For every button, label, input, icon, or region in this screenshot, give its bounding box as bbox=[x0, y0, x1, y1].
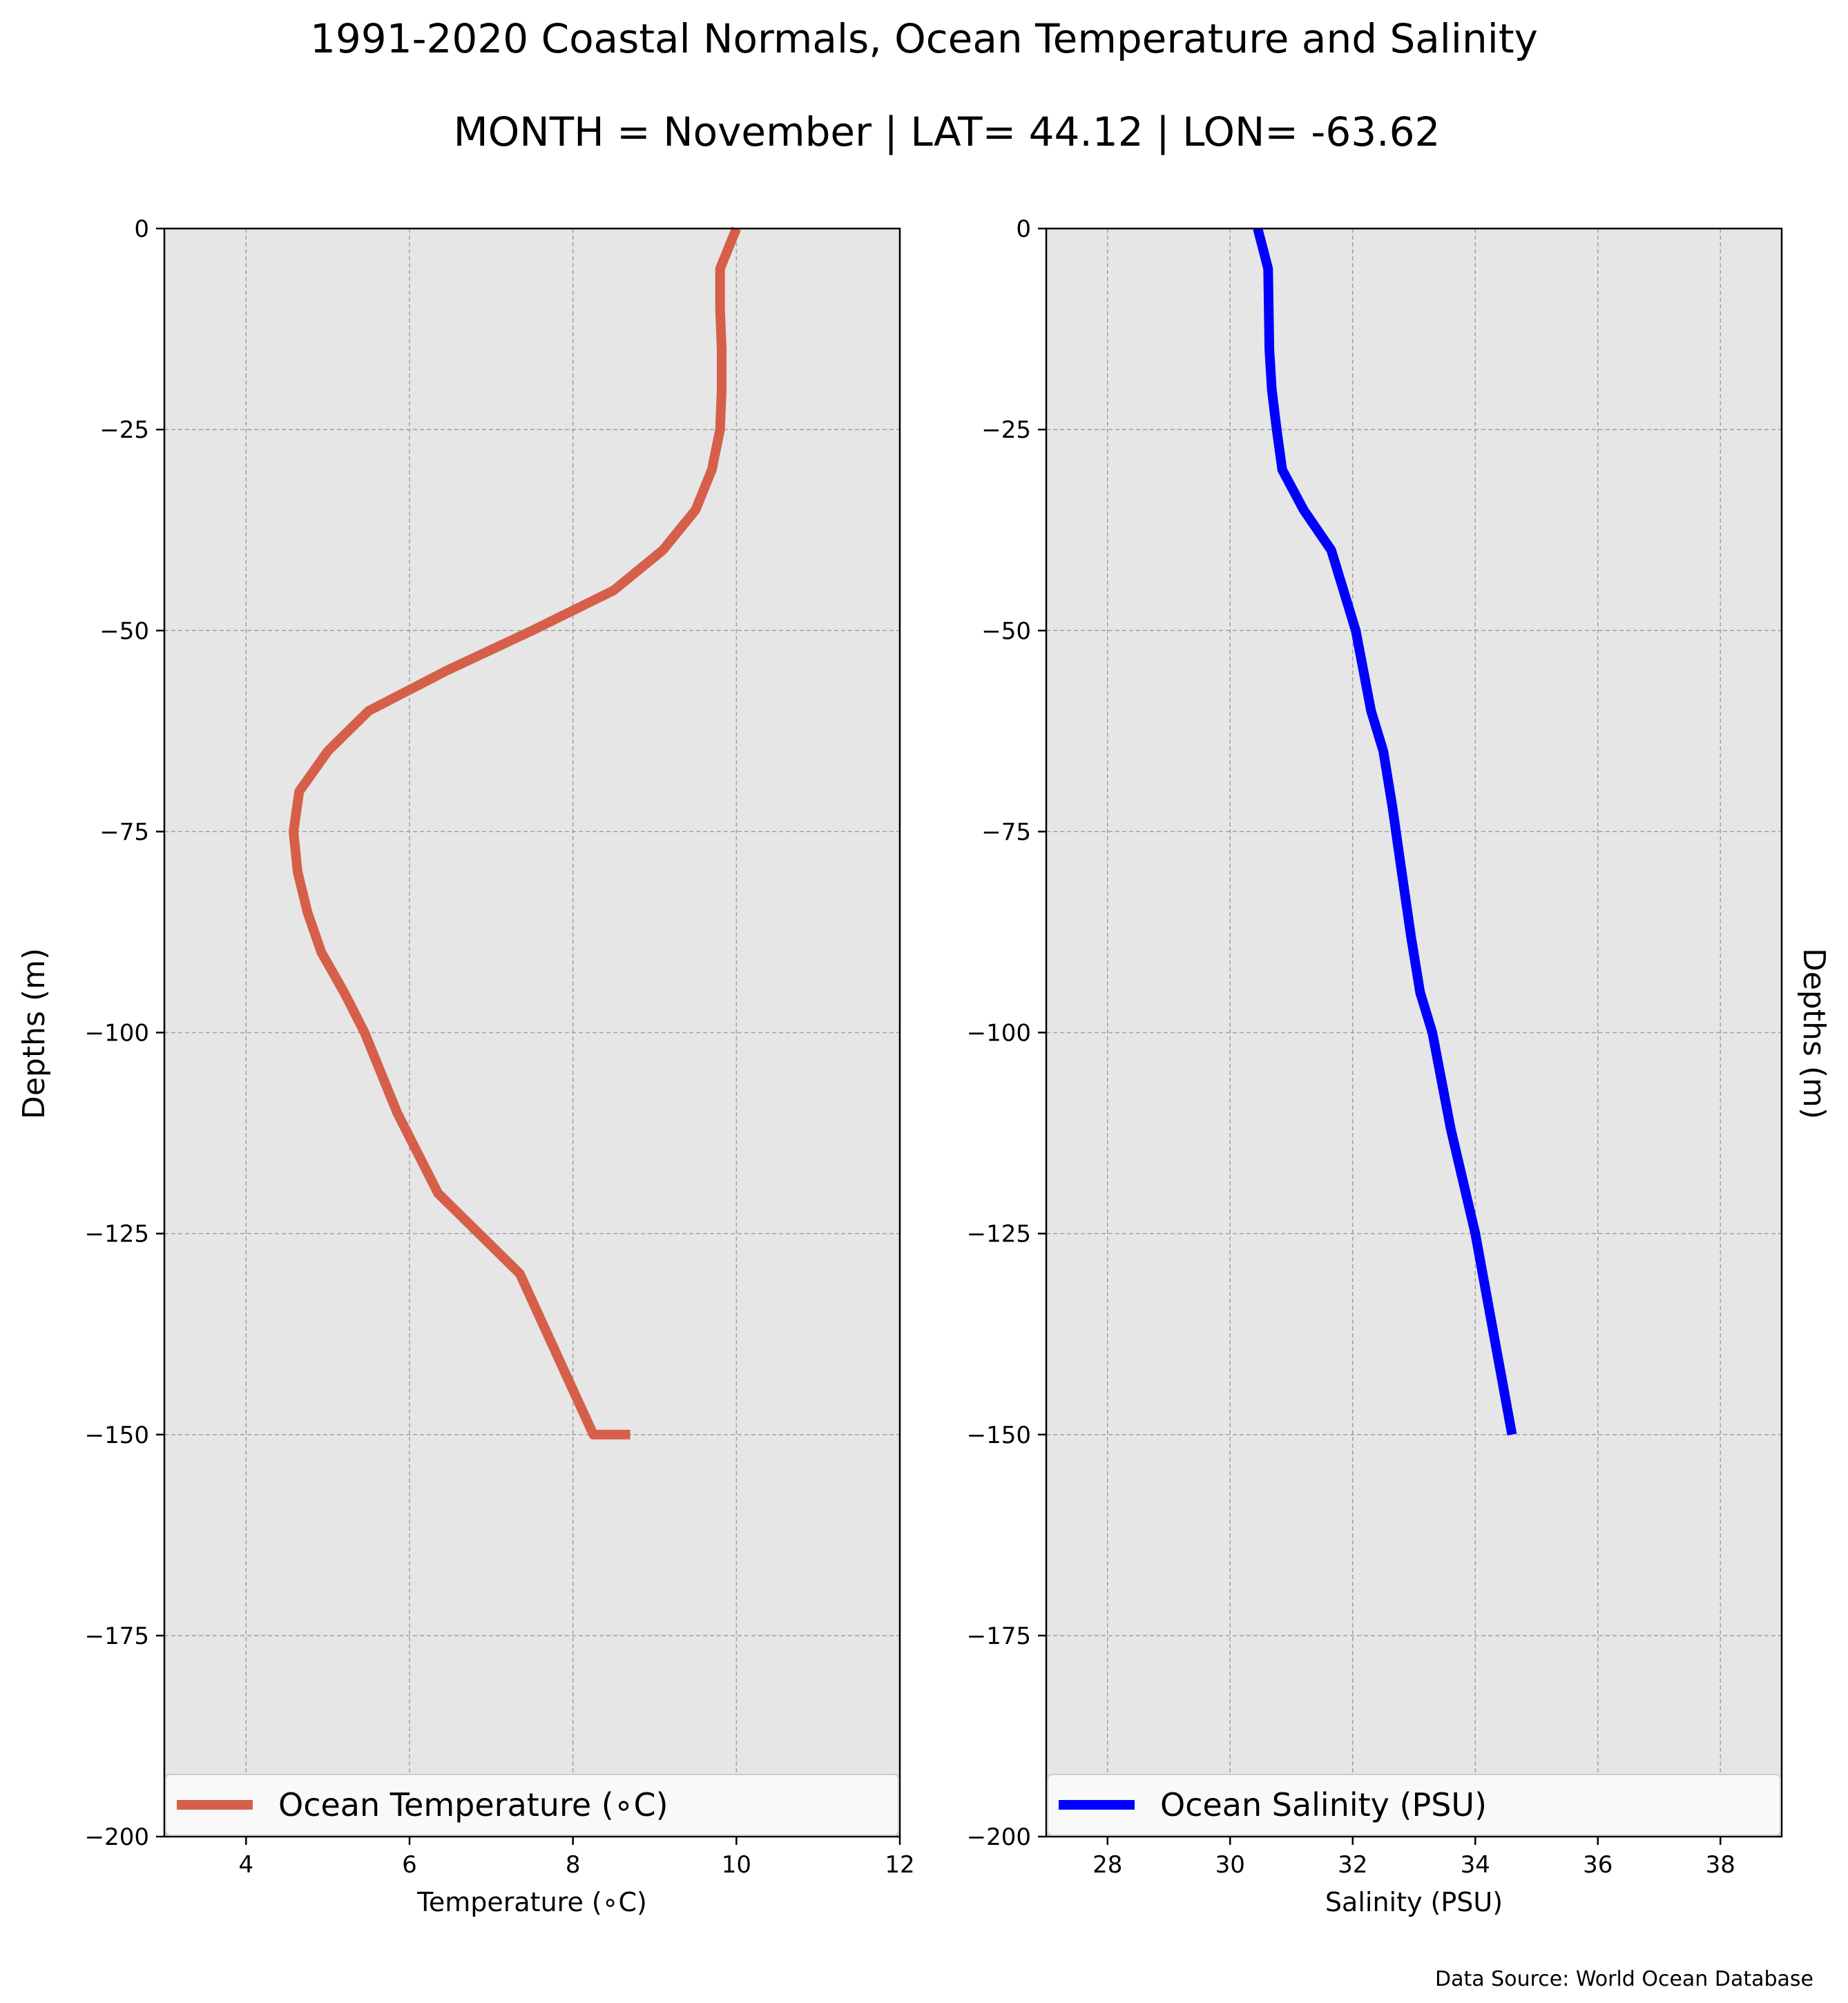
temperature-series-line bbox=[289, 226, 741, 1440]
figure-title: 1991-2020 Coastal Normals, Ocean Tempera… bbox=[310, 15, 1538, 62]
right-y-axis-label: Depths (m) bbox=[1796, 948, 1831, 1119]
temperature-x-tick-label: 4 bbox=[239, 1851, 254, 1879]
salinity-x-axis-label: Salinity (PSU) bbox=[1325, 1887, 1503, 1917]
left-y-axis-label: Depths (m) bbox=[17, 948, 52, 1119]
salinity-y-tick-label: −150 bbox=[967, 1422, 1031, 1449]
salinity-panel: 0 −25 −50 −75 −100 −125 −150 −175 −200 28 30 32 34 36… bbox=[967, 215, 1783, 1917]
temperature-y-tick-label: −200 bbox=[85, 1823, 149, 1851]
salinity-y-tick-label: −50 bbox=[981, 617, 1031, 645]
temperature-legend bbox=[165, 1774, 899, 1836]
temperature-x-tick-label: 12 bbox=[885, 1851, 914, 1879]
salinity-y-tick-label: −75 bbox=[981, 818, 1031, 846]
temperature-x-axis-label: Temperature (∘C) bbox=[416, 1887, 647, 1917]
figure-subtitle: MONTH = November | LAT= 44.12 | LON= -63… bbox=[454, 108, 1441, 155]
salinity-x-tick-label: 34 bbox=[1461, 1851, 1490, 1879]
temperature-y-tick-label: −125 bbox=[85, 1221, 149, 1248]
temperature-y-tick-label: −150 bbox=[85, 1422, 149, 1449]
temperature-x-tick-label: 8 bbox=[566, 1851, 581, 1879]
temperature-y-tick-label: −100 bbox=[85, 1020, 149, 1047]
temperature-y-tick-label: 0 bbox=[134, 215, 149, 243]
temperature-y-tick-label: −75 bbox=[99, 818, 149, 846]
salinity-x-tick-label: 36 bbox=[1583, 1851, 1613, 1879]
salinity-y-tick-label: −25 bbox=[981, 416, 1031, 444]
salinity-x-tick-label: 38 bbox=[1706, 1851, 1735, 1879]
salinity-y-tick-label: −100 bbox=[967, 1020, 1031, 1047]
salinity-x-tick-label: 30 bbox=[1215, 1851, 1245, 1879]
temperature-y-tick-label: −50 bbox=[99, 617, 149, 645]
temperature-y-tick-label: −175 bbox=[85, 1623, 149, 1650]
salinity-legend bbox=[1047, 1774, 1781, 1836]
data-source-note: Data Source: World Ocean Database bbox=[1435, 1967, 1813, 1991]
temperature-y-tick-label: −25 bbox=[99, 416, 149, 444]
salinity-y-tick-label: −175 bbox=[967, 1623, 1031, 1650]
salinity-series-line bbox=[1253, 227, 1517, 1436]
temperature-legend-label: Ocean Temperature (∘C) bbox=[278, 1786, 668, 1823]
salinity-x-tick-label: 28 bbox=[1093, 1851, 1122, 1879]
salinity-y-tick-label: −125 bbox=[967, 1221, 1031, 1248]
salinity-legend-label: Ocean Salinity (PSU) bbox=[1160, 1786, 1487, 1823]
temperature-x-tick-label: 10 bbox=[722, 1851, 751, 1879]
salinity-y-tick-label: −200 bbox=[967, 1823, 1031, 1851]
temperature-panel: 0 −25 −50 −75 −100 −125 −150 −175 −200 4 6 8 10 12 Tem… bbox=[85, 215, 915, 1917]
temperature-x-tick-label: 6 bbox=[402, 1851, 417, 1879]
salinity-x-tick-label: 32 bbox=[1338, 1851, 1367, 1879]
salinity-y-tick-label: 0 bbox=[1016, 215, 1031, 243]
